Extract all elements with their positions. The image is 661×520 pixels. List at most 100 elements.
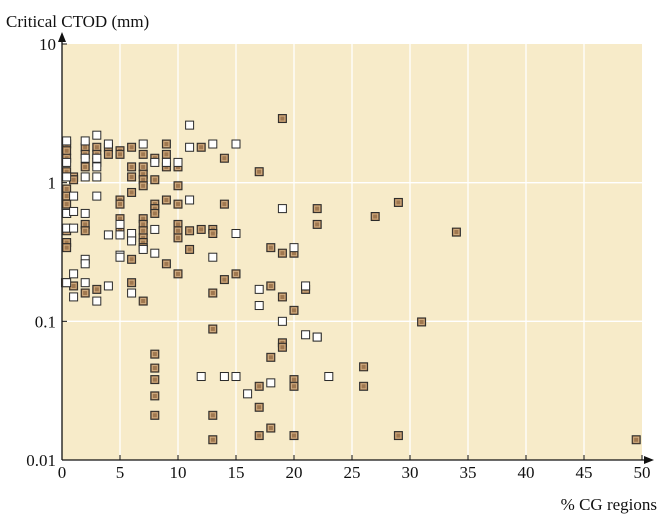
filled-square-point — [254, 431, 264, 441]
filled-square-point — [231, 269, 241, 279]
x-tick-label: 20 — [286, 463, 303, 482]
filled-square-point — [219, 199, 229, 209]
x-tick-label: 25 — [344, 463, 361, 482]
filled-square-point — [254, 402, 264, 412]
open-square-point — [289, 243, 299, 253]
open-square-point — [92, 191, 102, 201]
open-square-point — [80, 208, 90, 218]
open-square-point — [301, 281, 311, 291]
filled-square-point — [150, 391, 160, 401]
filled-square-point — [92, 284, 102, 294]
y-tick-labels: 0.01 0.1 1 10 — [26, 35, 56, 470]
open-square-point — [185, 195, 195, 205]
open-square-point — [185, 142, 195, 152]
filled-square-point — [80, 162, 90, 172]
filled-square-point — [138, 149, 148, 159]
filled-square-point — [127, 254, 137, 264]
open-square-point — [80, 172, 90, 182]
filled-square-point — [80, 226, 90, 236]
x-tick-label: 45 — [576, 463, 593, 482]
filled-square-point — [138, 162, 148, 172]
open-square-point — [69, 223, 79, 233]
open-square-point — [69, 269, 79, 279]
open-square-point — [138, 244, 148, 254]
filled-square-point — [115, 149, 125, 159]
open-square-point — [103, 281, 113, 291]
filled-square-point — [266, 352, 276, 362]
filled-square-point — [127, 278, 137, 288]
filled-square-point — [208, 435, 218, 445]
filled-square-point — [359, 381, 369, 391]
open-square-point — [254, 284, 264, 294]
x-tick-label: 0 — [58, 463, 67, 482]
open-square-point — [80, 153, 90, 163]
x-axis-arrow — [644, 456, 654, 464]
filled-square-point — [451, 227, 461, 237]
open-square-point — [92, 153, 102, 163]
filled-square-point — [277, 248, 287, 258]
x-tick-labels: 0 5 10 15 20 25 30 35 40 45 50 — [58, 463, 651, 482]
y-tick-label: 10 — [39, 35, 56, 54]
open-square-point — [150, 224, 160, 234]
filled-square-point — [254, 167, 264, 177]
open-square-point — [324, 372, 334, 382]
filled-square-point — [150, 208, 160, 218]
filled-square-point — [150, 363, 160, 373]
open-square-point — [103, 230, 113, 240]
open-square-point — [103, 139, 113, 149]
open-square-point — [92, 162, 102, 172]
open-square-point — [231, 139, 241, 149]
open-square-point — [69, 206, 79, 216]
filled-square-point — [370, 212, 380, 222]
filled-square-point — [277, 292, 287, 302]
filled-square-point — [150, 175, 160, 185]
filled-square-point — [266, 423, 276, 433]
open-square-point — [161, 157, 171, 167]
open-square-point — [62, 278, 72, 288]
open-square-point — [277, 204, 287, 214]
filled-square-point — [208, 288, 218, 298]
open-square-point — [115, 252, 125, 262]
filled-square-point — [196, 224, 206, 234]
filled-square-point — [312, 219, 322, 229]
open-square-point — [80, 259, 90, 269]
open-square-point — [115, 230, 125, 240]
y-tick-label: 1 — [48, 174, 57, 193]
filled-square-point — [173, 181, 183, 191]
filled-square-point — [359, 362, 369, 372]
filled-square-point — [161, 149, 171, 159]
filled-square-point — [631, 435, 641, 445]
filled-square-point — [161, 195, 171, 205]
open-square-point — [115, 219, 125, 229]
filled-square-point — [185, 244, 195, 254]
filled-square-point — [196, 142, 206, 152]
filled-square-point — [127, 187, 137, 197]
open-square-point — [254, 301, 264, 311]
filled-square-point — [62, 243, 72, 253]
filled-square-point — [289, 431, 299, 441]
y-tick-label: 0.01 — [26, 451, 56, 470]
filled-square-point — [266, 243, 276, 253]
open-square-point — [127, 288, 137, 298]
filled-square-point — [393, 197, 403, 207]
open-square-point — [231, 372, 241, 382]
y-axis-arrow — [58, 32, 66, 42]
filled-square-point — [393, 431, 403, 441]
open-square-point — [301, 330, 311, 340]
filled-square-point — [150, 410, 160, 420]
filled-square-point — [277, 342, 287, 352]
open-square-point — [80, 278, 90, 288]
filled-square-point — [161, 259, 171, 269]
x-axis-title: % CG regions — [561, 495, 657, 514]
filled-square-point — [208, 228, 218, 238]
filled-square-point — [161, 139, 171, 149]
open-square-point — [62, 136, 72, 146]
open-square-point — [127, 228, 137, 238]
grid — [62, 44, 642, 460]
filled-square-point — [208, 410, 218, 420]
open-square-point — [196, 372, 206, 382]
open-square-point — [62, 157, 72, 167]
filled-square-point — [127, 172, 137, 182]
open-square-point — [92, 130, 102, 140]
